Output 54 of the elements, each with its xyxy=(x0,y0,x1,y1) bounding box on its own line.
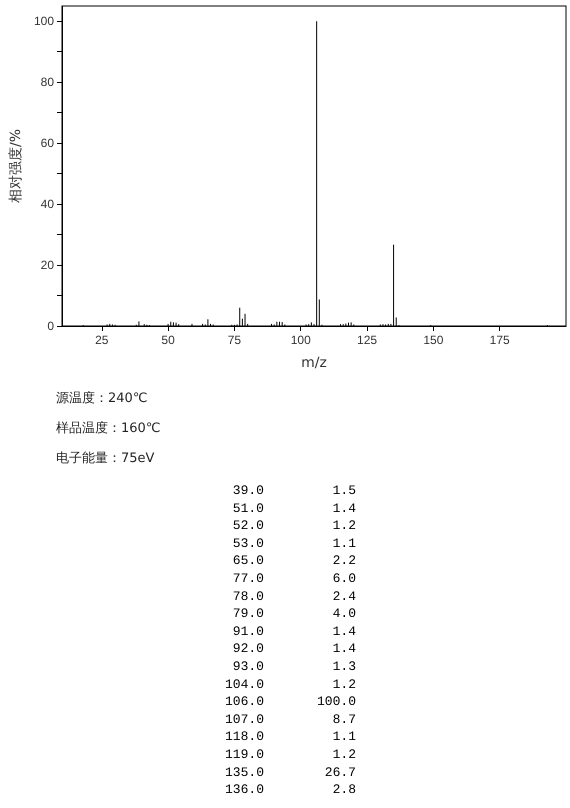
x-tick-label: 175 xyxy=(490,333,510,347)
text: 52.0 xyxy=(232,517,264,535)
text: 65.0 xyxy=(232,552,264,570)
text: 51.0 xyxy=(232,500,264,518)
text: 135.0 xyxy=(224,764,264,782)
text: 79.0 xyxy=(232,605,264,623)
text: 136.0 xyxy=(224,781,264,799)
text: 1.1 xyxy=(332,728,356,746)
text: 电子能量：75eV xyxy=(56,450,156,468)
x-tick-label: 150 xyxy=(423,333,444,347)
y-tick-label: 80 xyxy=(40,75,54,90)
text: 2.8 xyxy=(332,781,356,799)
text: 91.0 xyxy=(232,622,264,640)
text: 1.2 xyxy=(332,746,356,764)
text: 118.0 xyxy=(224,728,264,746)
text: 104.0 xyxy=(224,676,264,694)
x-tick-label: 25 xyxy=(95,333,109,347)
text: 1.4 xyxy=(332,500,356,518)
x-tick-label: 50 xyxy=(161,333,176,347)
text: 119.0 xyxy=(224,746,264,764)
text: 6.0 xyxy=(332,570,356,588)
y-tick-label: 100 xyxy=(34,14,54,28)
text: 1.3 xyxy=(332,658,356,676)
y-tick-label: 60 xyxy=(40,136,54,150)
text: 1.1 xyxy=(332,534,356,552)
y-tick-label: 40 xyxy=(40,197,54,212)
text: 26.7 xyxy=(324,764,356,782)
text: 8.7 xyxy=(332,710,356,728)
y-axis-title: 相对强度/% xyxy=(8,128,24,204)
text: 77.0 xyxy=(232,570,264,588)
text: 53.0 xyxy=(232,534,264,552)
x-axis-title: m/z xyxy=(301,355,327,371)
text: 78.0 xyxy=(232,588,264,606)
text: 源温度：240℃ xyxy=(56,390,148,408)
text: 1.5 xyxy=(332,482,356,500)
text: 4.0 xyxy=(332,605,356,623)
x-tick-label: 125 xyxy=(357,333,378,347)
text: 1.4 xyxy=(332,622,356,640)
x-tick-label: 75 xyxy=(228,333,242,347)
text: 100.0 xyxy=(316,693,356,711)
text: 1.2 xyxy=(332,676,356,694)
text: 2.2 xyxy=(332,552,356,570)
text: 93.0 xyxy=(232,658,264,676)
text: 106.0 xyxy=(224,693,264,711)
y-tick-label: 0 xyxy=(47,319,54,333)
text: 92.0 xyxy=(232,640,264,658)
text: 1.2 xyxy=(332,517,356,535)
y-tick-label: 20 xyxy=(40,258,54,272)
text: 1.4 xyxy=(332,640,356,658)
text: 样品温度：160℃ xyxy=(56,420,162,438)
x-tick-label: 100 xyxy=(290,333,312,347)
text: 107.0 xyxy=(224,710,264,728)
text: 39.0 xyxy=(232,482,264,500)
text: 2.4 xyxy=(332,588,356,606)
